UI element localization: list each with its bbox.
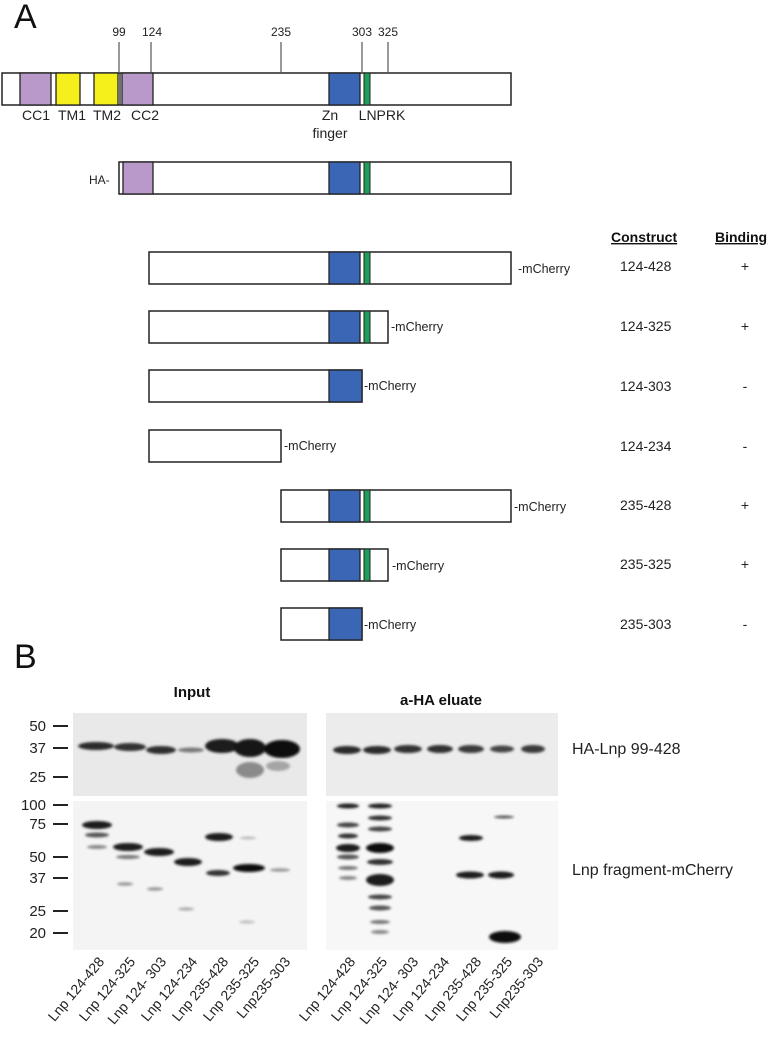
panel-letter-b: B <box>14 638 37 676</box>
eluate-bottom-bands <box>336 803 521 943</box>
tick-124: 124 <box>142 25 162 39</box>
cc1-domain <box>19 72 52 106</box>
input-lane-labels: Lnp 124-428 Lnp 124-325 Lnp 124- 303 Lnp… <box>44 953 293 1027</box>
construct-row-235-303: -mCherry 235-303 - <box>280 607 748 641</box>
binding-4: - <box>743 438 748 454</box>
suffix-7: -mCherry <box>364 618 417 632</box>
cc2-domain <box>121 72 154 106</box>
binding-3: - <box>743 378 748 394</box>
ha-prefix: HA- <box>89 173 110 187</box>
eluate-lane-labels: Lnp 124-428 Lnp 124-325 Lnp 124- 303 Lnp… <box>295 953 546 1027</box>
eluate-bottom-blot <box>326 801 558 950</box>
binding-2: + <box>741 318 749 334</box>
range-4: 124-234 <box>620 438 672 454</box>
input-bottom-blot <box>73 801 307 950</box>
mw-bot-50: 50 <box>29 849 46 866</box>
lnprk-motif <box>363 72 371 106</box>
tm2-domain <box>93 72 119 106</box>
eluate-top-blot <box>326 713 558 796</box>
range-7: 235-303 <box>620 616 672 632</box>
input-top-bands <box>78 739 300 778</box>
construct-row-124-234: -mCherry 124-234 - <box>148 429 748 463</box>
tick-325: 325 <box>378 25 398 39</box>
position-ticks: 99 124 235 303 325 <box>112 25 398 72</box>
binding-6: + <box>741 556 749 572</box>
mw-bot-20: 20 <box>29 925 46 942</box>
suffix-1: -mCherry <box>518 262 571 276</box>
eluate-title: a-HA eluate <box>400 692 482 709</box>
header-construct: Construct <box>611 229 677 245</box>
construct-row-124-428: -mCherry 124-428 + <box>148 251 749 285</box>
label-tm1: TM1 <box>58 107 86 123</box>
label-finger: finger <box>312 125 347 141</box>
suffix-5: -mCherry <box>514 500 567 514</box>
mw-markers: 50 37 25 100 75 50 37 25 20 <box>21 718 68 942</box>
mw-bot-75: 75 <box>29 816 46 833</box>
mw-bot-100: 100 <box>21 797 46 814</box>
ha-construct: HA- <box>89 161 512 195</box>
bottom-blot-label: Lnp fragment-mCherry <box>572 862 733 879</box>
range-6: 235-325 <box>620 556 672 572</box>
binding-5: + <box>741 497 749 513</box>
mw-top-50: 50 <box>29 718 46 735</box>
input-title: Input <box>174 684 211 701</box>
range-2: 124-325 <box>620 318 672 334</box>
range-3: 124-303 <box>620 378 672 394</box>
mw-bot-37: 37 <box>29 870 46 887</box>
binding-1: + <box>741 258 749 274</box>
label-cc2: CC2 <box>131 107 159 123</box>
label-zn: Zn <box>322 107 338 123</box>
mw-bot-25: 25 <box>29 903 46 920</box>
construct-row-124-325: -mCherry 124-325 + <box>148 310 749 344</box>
tick-99: 99 <box>112 25 126 39</box>
binding-7: - <box>743 616 748 632</box>
header-binding: Binding <box>715 229 767 245</box>
eluate-top-bands <box>333 745 545 754</box>
suffix-3: -mCherry <box>364 379 417 393</box>
range-5: 235-428 <box>620 497 672 513</box>
domain-labels: CC1 TM1 TM2 CC2 Zn finger LNPRK <box>22 107 406 141</box>
mw-top-37: 37 <box>29 740 46 757</box>
tick-303: 303 <box>352 25 372 39</box>
suffix-6: -mCherry <box>392 559 445 573</box>
input-bottom-bands <box>82 821 290 924</box>
tick-235: 235 <box>271 25 291 39</box>
label-cc1: CC1 <box>22 107 50 123</box>
suffix-2: -mCherry <box>391 320 444 334</box>
label-tm2: TM2 <box>93 107 121 123</box>
panel-letter-a: A <box>14 0 37 36</box>
full-length-protein <box>1 72 512 106</box>
top-blot-label: HA-Lnp 99-428 <box>572 741 681 758</box>
label-lnprk: LNPRK <box>359 107 406 123</box>
tm1-domain <box>55 72 81 106</box>
construct-row-235-428: -mCherry 235-428 + <box>280 489 749 523</box>
range-1: 124-428 <box>620 258 672 274</box>
construct-row-124-303: -mCherry 124-303 - <box>148 369 748 403</box>
construct-row-235-325: -mCherry 235-325 + <box>280 548 749 582</box>
suffix-4: -mCherry <box>284 439 337 453</box>
zn-finger-domain <box>328 72 361 106</box>
mw-top-25: 25 <box>29 769 46 786</box>
